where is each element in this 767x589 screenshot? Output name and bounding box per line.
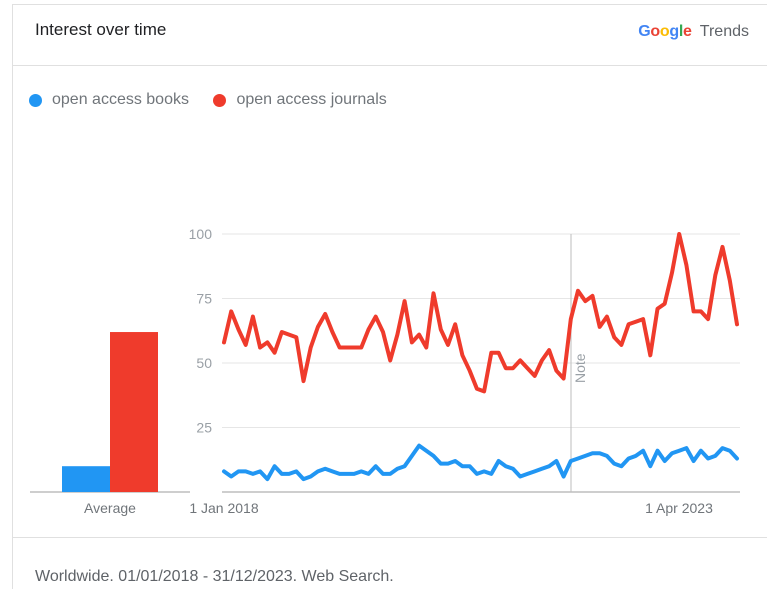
- legend-dot-journals: [213, 93, 227, 107]
- y-tick-label-100: 100: [189, 226, 213, 242]
- legend-label-journals: open access journals: [236, 91, 387, 108]
- y-tick-label-50: 50: [196, 355, 212, 371]
- google-trends-logo[interactable]: Google Trends: [638, 23, 749, 41]
- legend-dot-books: [29, 93, 42, 107]
- footer-description: Worldwide. 01/01/2018 - 31/12/2023. Web …: [35, 568, 394, 585]
- average-bar-books: [62, 466, 110, 492]
- legend-label-books: open access books: [52, 91, 189, 108]
- chart-legend: open access books open access journals: [29, 91, 407, 112]
- brand-trends: Trends: [699, 23, 749, 40]
- card-footer: Worldwide. 01/01/2018 - 31/12/2023. Web …: [13, 537, 767, 585]
- legend-item-journals[interactable]: open access journals: [213, 91, 387, 109]
- x-tick-label-start: 1 Jan 2018: [189, 500, 258, 516]
- chart-title: Interest over time: [35, 20, 167, 39]
- y-tick-label-75: 75: [196, 291, 212, 307]
- series-line-books: [222, 443, 739, 482]
- y-tick-label-25: 25: [196, 420, 212, 436]
- average-bar-journals: [110, 332, 158, 492]
- note-label: Note: [572, 353, 588, 383]
- x-tick-label-end: 1 Apr 2023: [645, 500, 713, 516]
- brand-google: Google: [638, 23, 692, 40]
- legend-item-books[interactable]: open access books: [29, 91, 189, 109]
- average-label: Average: [84, 500, 136, 516]
- series-line-journals: [222, 232, 739, 394]
- card-header: Interest over time Google Trends: [13, 5, 767, 66]
